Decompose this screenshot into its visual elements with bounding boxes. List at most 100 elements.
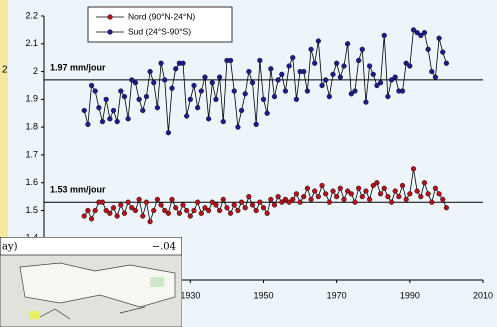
point	[89, 216, 94, 221]
point	[144, 200, 149, 205]
reference-label: 1.97 mm/jour	[50, 62, 106, 72]
x-tick-label: 2010	[473, 290, 493, 300]
point	[148, 69, 153, 74]
point	[276, 194, 281, 199]
point	[188, 214, 193, 219]
point	[316, 39, 321, 44]
point	[353, 89, 358, 94]
point	[290, 197, 295, 202]
x-tick-label: 1930	[180, 290, 200, 300]
point	[331, 72, 336, 77]
point	[433, 75, 438, 80]
point	[268, 197, 273, 202]
point	[327, 94, 332, 99]
point	[221, 119, 226, 124]
x-tick-label: 1970	[327, 290, 347, 300]
point	[221, 197, 226, 202]
point	[96, 105, 101, 110]
point	[232, 89, 237, 94]
point	[151, 80, 156, 85]
point	[254, 208, 259, 213]
point	[342, 197, 347, 202]
y-tick-label: 1.8	[25, 122, 38, 132]
point	[433, 186, 438, 191]
point	[360, 47, 365, 52]
point	[115, 214, 120, 219]
point	[349, 191, 354, 196]
point	[192, 208, 197, 213]
y-tick-label: 1.6	[25, 177, 38, 187]
point	[159, 61, 164, 66]
point	[309, 197, 314, 202]
point	[246, 194, 251, 199]
point	[250, 80, 255, 85]
point	[265, 211, 270, 216]
point	[334, 61, 339, 66]
point	[294, 191, 299, 196]
point	[155, 197, 160, 202]
point	[331, 189, 336, 194]
point	[290, 55, 295, 60]
point	[426, 191, 431, 196]
point	[407, 64, 412, 69]
point	[107, 116, 112, 121]
point	[228, 211, 233, 216]
point	[188, 97, 193, 102]
point	[148, 219, 153, 224]
point	[232, 203, 237, 208]
point	[320, 183, 325, 188]
point	[206, 208, 211, 213]
point	[82, 108, 87, 113]
point	[173, 66, 178, 71]
point	[126, 116, 131, 121]
point	[323, 191, 328, 196]
point	[327, 200, 332, 205]
point	[444, 205, 449, 210]
point	[257, 58, 262, 63]
point	[301, 69, 306, 74]
point	[181, 61, 186, 66]
point	[250, 203, 255, 208]
point	[107, 211, 112, 216]
point	[170, 197, 175, 202]
point	[261, 97, 266, 102]
point	[235, 208, 240, 213]
point	[137, 97, 142, 102]
point	[418, 194, 423, 199]
map-patch	[150, 277, 164, 287]
point	[312, 61, 317, 66]
point	[122, 211, 127, 216]
point	[126, 200, 131, 205]
point	[210, 80, 215, 85]
legend-label: Sud (24°S-90°S)	[128, 26, 191, 36]
point	[86, 122, 91, 127]
point	[415, 189, 420, 194]
point	[287, 64, 292, 69]
point	[382, 186, 387, 191]
point	[422, 180, 427, 185]
x-tick-label: 1950	[253, 290, 273, 300]
point	[385, 194, 390, 199]
point	[437, 191, 442, 196]
y-tick-label: 1.9	[25, 94, 38, 104]
point	[338, 186, 343, 191]
y-tick-label: 2.1	[25, 38, 38, 48]
legend-marker	[108, 15, 113, 20]
point	[243, 91, 248, 96]
point	[268, 66, 273, 71]
side-fragment: 2	[2, 65, 8, 76]
point	[309, 47, 314, 52]
point	[111, 108, 116, 113]
point	[429, 200, 434, 205]
point	[214, 203, 219, 208]
x-tick-label: 1990	[400, 290, 420, 300]
point	[82, 214, 87, 219]
point	[393, 189, 398, 194]
point	[404, 197, 409, 202]
point	[89, 83, 94, 88]
point	[214, 97, 219, 102]
point	[400, 183, 405, 188]
point	[166, 130, 171, 135]
point	[254, 122, 259, 127]
point	[257, 200, 262, 205]
